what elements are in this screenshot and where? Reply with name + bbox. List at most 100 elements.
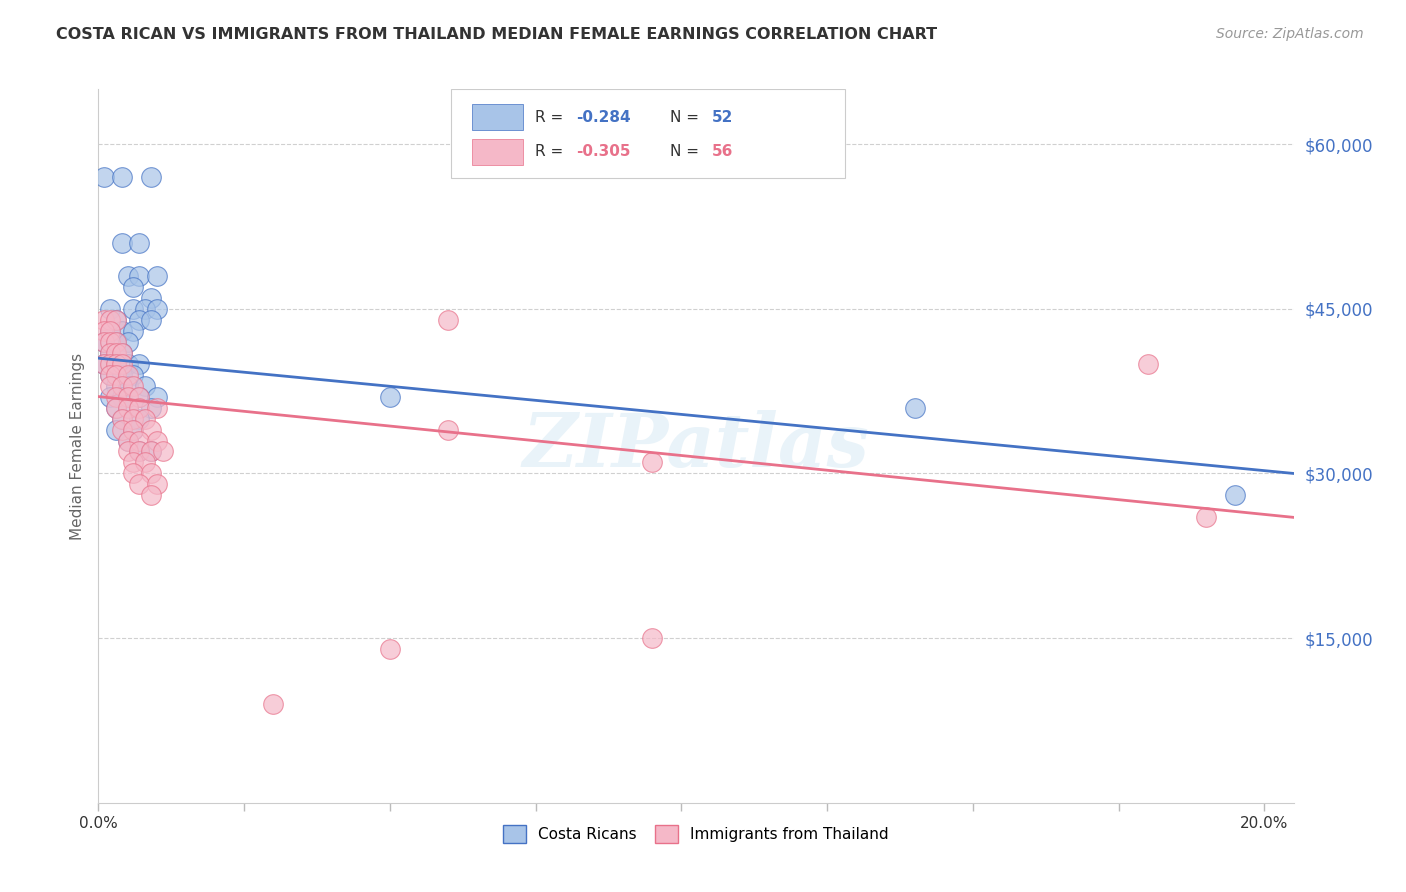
Legend: Costa Ricans, Immigrants from Thailand: Costa Ricans, Immigrants from Thailand bbox=[496, 819, 896, 848]
Point bbox=[122, 368, 145, 382]
Point bbox=[111, 368, 134, 382]
Point bbox=[122, 324, 145, 338]
FancyBboxPatch shape bbox=[451, 89, 845, 178]
Point bbox=[145, 301, 167, 316]
Text: R =: R = bbox=[534, 110, 568, 125]
Text: -0.284: -0.284 bbox=[576, 110, 631, 125]
Text: -0.305: -0.305 bbox=[576, 145, 631, 160]
Text: N =: N = bbox=[669, 145, 703, 160]
Point bbox=[111, 169, 134, 184]
Point bbox=[262, 697, 284, 711]
Point bbox=[128, 390, 150, 404]
Point bbox=[1225, 488, 1247, 502]
Point bbox=[117, 434, 139, 448]
Point bbox=[98, 357, 121, 371]
Point bbox=[122, 301, 145, 316]
Point bbox=[139, 169, 162, 184]
Point bbox=[122, 378, 145, 392]
Point bbox=[111, 378, 134, 392]
Point bbox=[139, 291, 162, 305]
Point bbox=[128, 312, 150, 326]
Point bbox=[139, 401, 162, 415]
Point bbox=[117, 334, 139, 349]
Point bbox=[641, 455, 664, 469]
Point bbox=[139, 488, 162, 502]
Point bbox=[641, 631, 664, 645]
Point bbox=[104, 312, 127, 326]
Point bbox=[111, 390, 134, 404]
Point bbox=[128, 444, 150, 458]
Point bbox=[122, 423, 145, 437]
Point bbox=[145, 434, 167, 448]
Point bbox=[93, 334, 115, 349]
Point bbox=[145, 401, 167, 415]
Point bbox=[128, 390, 150, 404]
Point bbox=[104, 368, 127, 382]
Point bbox=[128, 444, 150, 458]
Text: COSTA RICAN VS IMMIGRANTS FROM THAILAND MEDIAN FEMALE EARNINGS CORRELATION CHART: COSTA RICAN VS IMMIGRANTS FROM THAILAND … bbox=[56, 27, 938, 42]
Point bbox=[117, 434, 139, 448]
Text: ZIPatlas: ZIPatlas bbox=[523, 409, 869, 483]
FancyBboxPatch shape bbox=[472, 139, 523, 165]
Point bbox=[117, 378, 139, 392]
Point bbox=[111, 324, 134, 338]
Point bbox=[128, 235, 150, 250]
Point bbox=[93, 357, 115, 371]
Point bbox=[139, 444, 162, 458]
Point bbox=[437, 423, 460, 437]
Point bbox=[437, 312, 460, 326]
Point bbox=[1136, 357, 1159, 371]
Point bbox=[378, 642, 401, 657]
Point bbox=[98, 312, 121, 326]
Point bbox=[1195, 510, 1218, 524]
Point bbox=[98, 345, 121, 359]
Point bbox=[139, 423, 162, 437]
Point bbox=[104, 334, 127, 349]
Text: Source: ZipAtlas.com: Source: ZipAtlas.com bbox=[1216, 27, 1364, 41]
Point bbox=[98, 390, 121, 404]
Point bbox=[98, 368, 121, 382]
Point bbox=[134, 301, 156, 316]
Point bbox=[117, 368, 139, 382]
Point bbox=[122, 280, 145, 294]
Point bbox=[117, 390, 139, 404]
Point bbox=[378, 390, 401, 404]
Point bbox=[104, 312, 127, 326]
FancyBboxPatch shape bbox=[472, 104, 523, 130]
Point bbox=[134, 411, 156, 425]
Point bbox=[93, 312, 115, 326]
Text: 52: 52 bbox=[711, 110, 733, 125]
Y-axis label: Median Female Earnings: Median Female Earnings bbox=[69, 352, 84, 540]
Point bbox=[98, 378, 121, 392]
Point bbox=[139, 444, 162, 458]
Point bbox=[98, 368, 121, 382]
Text: N =: N = bbox=[669, 110, 703, 125]
Point bbox=[104, 334, 127, 349]
Point bbox=[122, 467, 145, 481]
Point bbox=[104, 401, 127, 415]
Point bbox=[117, 401, 139, 415]
Point bbox=[134, 378, 156, 392]
Point bbox=[111, 235, 134, 250]
Point bbox=[145, 268, 167, 283]
Point bbox=[139, 467, 162, 481]
Point bbox=[117, 268, 139, 283]
Point bbox=[104, 390, 127, 404]
Point bbox=[93, 334, 115, 349]
Point bbox=[111, 345, 134, 359]
Point bbox=[134, 455, 156, 469]
Text: R =: R = bbox=[534, 145, 568, 160]
Point bbox=[111, 411, 134, 425]
Point bbox=[122, 423, 145, 437]
Point bbox=[104, 378, 127, 392]
Point bbox=[152, 444, 174, 458]
Point bbox=[117, 444, 139, 458]
Point bbox=[122, 455, 145, 469]
Point bbox=[128, 434, 150, 448]
Point bbox=[104, 357, 127, 371]
Point bbox=[98, 345, 121, 359]
Point bbox=[145, 477, 167, 491]
Point bbox=[104, 357, 127, 371]
Point bbox=[98, 324, 121, 338]
Point bbox=[104, 401, 127, 415]
